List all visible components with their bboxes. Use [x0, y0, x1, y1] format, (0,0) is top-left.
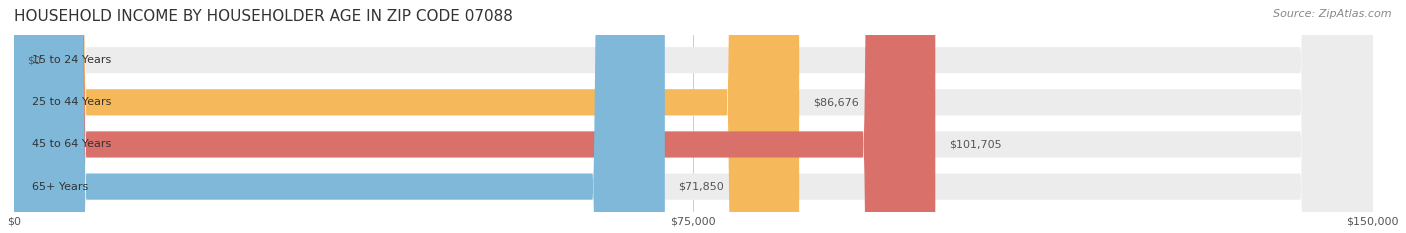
- FancyBboxPatch shape: [14, 0, 1372, 233]
- Text: $71,850: $71,850: [679, 182, 724, 192]
- FancyBboxPatch shape: [14, 0, 1372, 233]
- Text: Source: ZipAtlas.com: Source: ZipAtlas.com: [1274, 9, 1392, 19]
- Text: $101,705: $101,705: [949, 140, 1001, 149]
- Text: 45 to 64 Years: 45 to 64 Years: [32, 140, 111, 149]
- Text: 15 to 24 Years: 15 to 24 Years: [32, 55, 111, 65]
- FancyBboxPatch shape: [14, 0, 1372, 233]
- FancyBboxPatch shape: [14, 0, 1372, 233]
- Text: HOUSEHOLD INCOME BY HOUSEHOLDER AGE IN ZIP CODE 07088: HOUSEHOLD INCOME BY HOUSEHOLDER AGE IN Z…: [14, 9, 513, 24]
- Text: $86,676: $86,676: [813, 97, 859, 107]
- Text: $0: $0: [28, 55, 42, 65]
- Text: 65+ Years: 65+ Years: [32, 182, 89, 192]
- FancyBboxPatch shape: [14, 0, 665, 233]
- Text: 25 to 44 Years: 25 to 44 Years: [32, 97, 111, 107]
- FancyBboxPatch shape: [14, 0, 935, 233]
- FancyBboxPatch shape: [14, 0, 799, 233]
